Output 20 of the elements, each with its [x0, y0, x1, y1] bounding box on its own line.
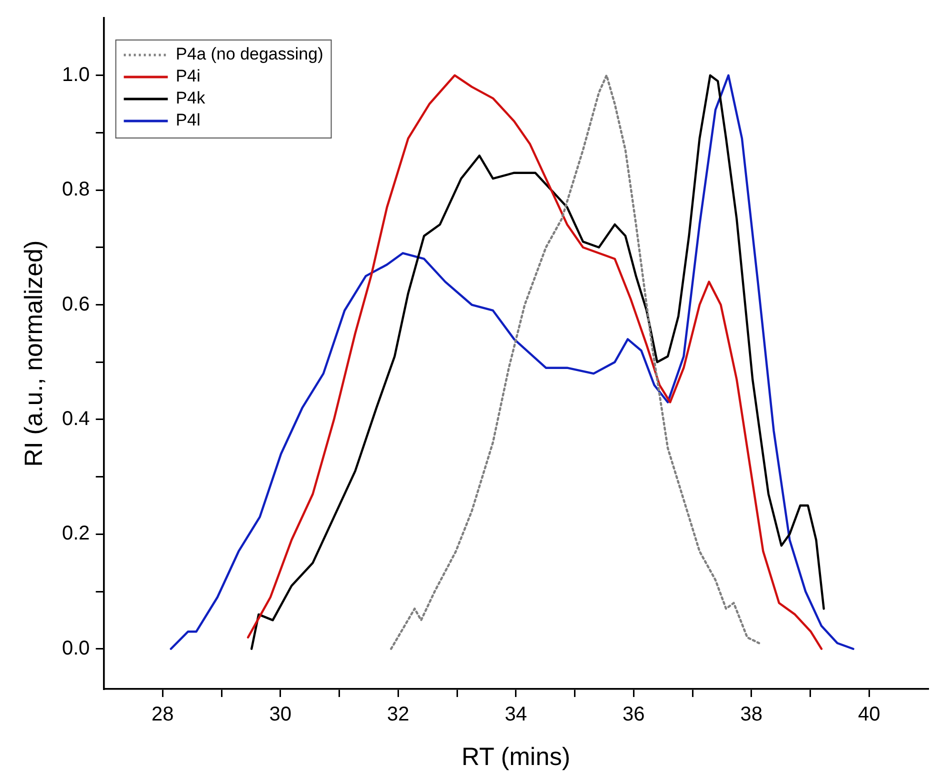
x-tick-label: 32 — [387, 704, 410, 726]
y-axis-title: RI (a.u., normalized) — [20, 240, 48, 467]
x-tick-label: 34 — [504, 704, 528, 726]
x-tick-label: 28 — [152, 704, 174, 726]
y-tick-label: 0.2 — [62, 522, 90, 545]
legend-label: P4k — [176, 88, 206, 108]
y-tick-label: 0.8 — [62, 178, 90, 201]
x-tick-label: 30 — [269, 704, 292, 726]
legend-label: P4l — [176, 110, 200, 130]
y-tick-label: 1.0 — [62, 64, 90, 86]
x-tick-label: 36 — [622, 704, 645, 726]
x-tick-label: 40 — [858, 704, 880, 726]
x-axis-title: RT (mins) — [461, 742, 570, 771]
y-tick-label: 0.0 — [62, 637, 90, 660]
legend-label: P4a (no degassing) — [176, 44, 324, 64]
y-tick-label: 0.4 — [62, 408, 90, 430]
legend-label: P4i — [176, 66, 200, 86]
y-tick-label: 0.6 — [62, 293, 90, 316]
line-series — [390, 74, 760, 650]
x-tick-label: 38 — [740, 704, 763, 726]
